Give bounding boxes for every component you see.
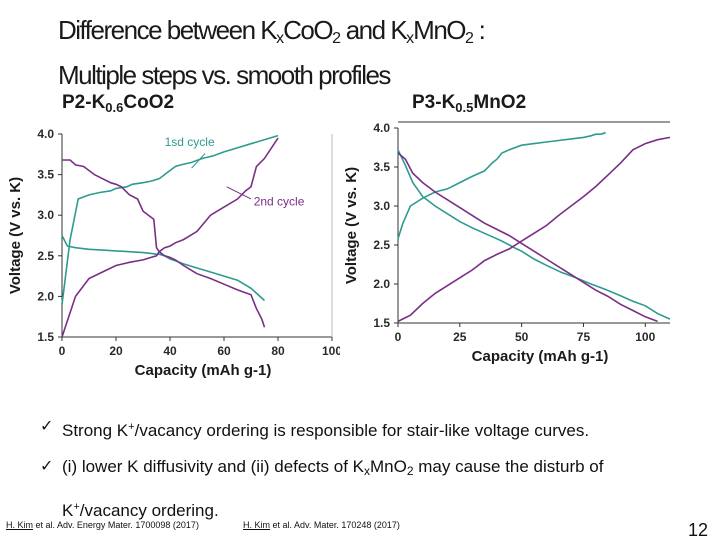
x-tick-label: 80 (271, 344, 285, 358)
bullet-1: ✓ Strong K+/vacancy ordering is responsi… (40, 412, 710, 446)
y-tick-label: 3.0 (37, 208, 54, 222)
series-line-1 (397, 131, 606, 240)
left-voltage-chart: 1.5 2.0 2.5 3.0 3.5 4.0 0 20 40 60 80 100 Capacity (… (7, 127, 340, 379)
y-tick-label: 1.5 (37, 330, 54, 344)
reference-2[interactable]: H. Kim et al. Adv. Mater. 170248 (2017) (243, 520, 400, 530)
cycle-2-annotation: 2nd cycle (254, 194, 305, 208)
y-tick-label: 4.0 (37, 127, 54, 141)
title-line-2: Multiple steps vs. smooth profiles (58, 60, 391, 90)
checkmark-icon: ✓ (40, 458, 54, 475)
series-line-3 (62, 159, 266, 328)
y-tick-label: 3.0 (373, 199, 390, 213)
y-axis-label: Voltage (V vs. K) (7, 177, 24, 294)
slide-title: Difference between KxCoO2 and KxMnO2 : M… (58, 12, 698, 93)
y-tick-label: 3.5 (37, 168, 54, 182)
x-tick-label: 50 (515, 330, 529, 344)
x-tick-label: 20 (109, 344, 123, 358)
cycle-1-annotation: 1sd cycle (165, 135, 215, 149)
x-tick-label: 40 (163, 344, 177, 358)
y-tick-label: 2.0 (37, 289, 54, 303)
bullet-list: ✓ Strong K+/vacancy ordering is responsi… (40, 412, 710, 526)
x-tick-label: 0 (395, 330, 402, 344)
x-tick-label: 25 (453, 330, 467, 344)
bullet-2: ✓ (i) lower K diffusivity and (ii) defec… (40, 452, 710, 486)
series-line-1 (61, 235, 266, 302)
series-line-2 (61, 137, 279, 338)
x-tick-label: 60 (217, 344, 231, 358)
right-panel-title: P3-K0.5MnO2 (412, 92, 527, 115)
reference-1[interactable]: H. Kim et al. Adv. Energy Mater. 1700098… (6, 520, 199, 530)
x-axis-label: Capacity (mAh g-1) (135, 362, 272, 379)
series-line-3 (397, 152, 658, 323)
series-line-0 (397, 149, 671, 320)
cycle-2-arrow (226, 186, 252, 200)
series-line-0 (61, 134, 279, 305)
right-voltage-chart: 1.5 2.0 2.5 3.0 3.5 4.0 0 25 50 75 100 Capacity (mA… (343, 121, 671, 365)
y-tick-label: 1.5 (373, 316, 390, 330)
left-panel-title: P2-K0.6CoO2 (62, 92, 175, 115)
x-tick-label: 100 (322, 344, 340, 358)
series-line-2 (397, 136, 671, 323)
y-tick-label: 2.0 (373, 277, 390, 291)
y-tick-label: 2.5 (373, 238, 390, 252)
y-tick-label: 3.5 (373, 160, 390, 174)
title-line-1: Difference between KxCoO2 and KxMnO2 : (58, 15, 486, 47)
bullet-2-continuation: K+/vacancy ordering. (62, 501, 219, 520)
x-axis-label: Capacity (mAh g-1) (472, 348, 609, 365)
y-tick-label: 4.0 (373, 121, 390, 135)
page-number: 12 (687, 520, 708, 540)
checkmark-icon: ✓ (40, 418, 54, 435)
x-tick-label: 0 (59, 344, 66, 358)
x-tick-label: 75 (577, 330, 591, 344)
x-tick-label: 100 (635, 330, 655, 344)
cycle-1-arrow (191, 153, 206, 169)
y-axis-label: Voltage (V vs. K) (343, 167, 360, 284)
y-tick-label: 2.5 (37, 249, 54, 263)
